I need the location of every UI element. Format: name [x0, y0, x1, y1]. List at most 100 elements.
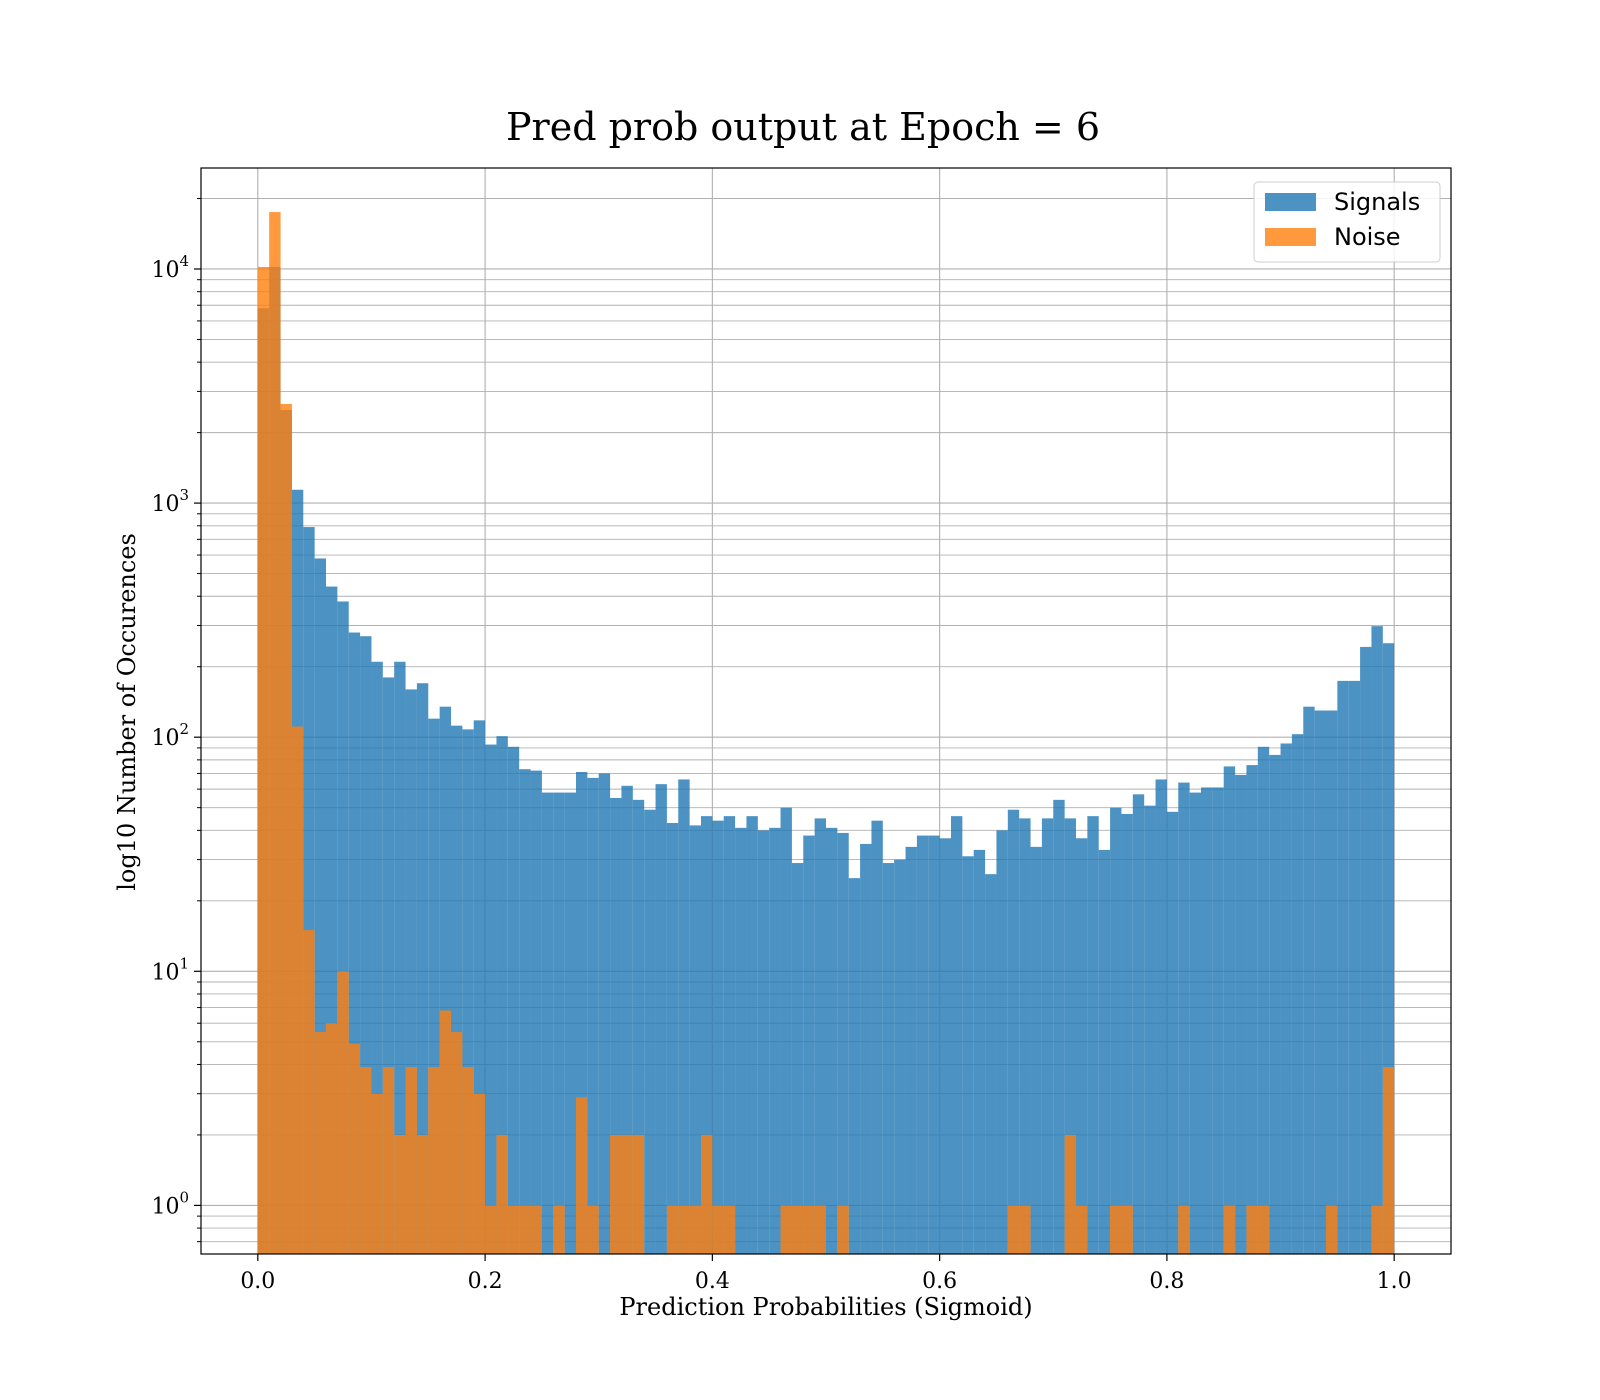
- histogram-bar-signals: [1144, 805, 1156, 1254]
- histogram-bar-signals: [507, 746, 520, 1254]
- histogram-bar-signals: [394, 661, 406, 1254]
- histogram-bar-noise: [610, 1134, 622, 1254]
- histogram-bar-noise: [519, 1205, 531, 1254]
- histogram-bar-noise: [1246, 1205, 1258, 1254]
- histogram-bar-signals: [951, 816, 963, 1254]
- histogram-bar-signals: [462, 729, 474, 1254]
- histogram-bar-signals: [916, 835, 929, 1254]
- histogram-bar-noise: [462, 1067, 474, 1254]
- histogram-bar-noise: [394, 1134, 406, 1254]
- histogram-bar-noise: [1178, 1205, 1190, 1254]
- histogram-bar-signals: [371, 661, 383, 1254]
- histogram-bar-noise: [439, 1010, 451, 1254]
- histogram-bar-signals: [769, 827, 781, 1254]
- histogram-bar-signals: [1280, 743, 1292, 1254]
- histogram-bar-signals: [428, 718, 440, 1254]
- histogram-bar-noise: [1064, 1134, 1076, 1254]
- histogram-bar-noise: [1382, 1067, 1395, 1254]
- y-axis-ticks: 100 101 102 103 104: [151, 198, 201, 1243]
- histogram-bar-signals: [1348, 680, 1361, 1254]
- legend-swatch-noise: [1265, 228, 1316, 246]
- histogram-bar-signals: [712, 820, 724, 1254]
- histogram-bar-signals: [1110, 807, 1122, 1254]
- histogram-bar-signals: [496, 736, 508, 1254]
- histogram-bar-noise: [382, 1067, 395, 1254]
- histogram-bar-signals: [451, 725, 463, 1254]
- histogram-bar-signals: [598, 773, 611, 1254]
- histogram-bar-noise: [416, 1134, 429, 1254]
- histogram-bar-signals: [621, 785, 633, 1254]
- histogram-bar-noise: [428, 1067, 440, 1254]
- histogram-bar-noise: [314, 1032, 326, 1254]
- histogram-bar-signals: [1132, 794, 1145, 1254]
- histogram-bar-signals: [1246, 765, 1258, 1254]
- x-tick-label: 0.2: [468, 1269, 503, 1294]
- y-axis-label: log10 Number of Occurences: [113, 533, 141, 891]
- histogram-bar-signals: [848, 878, 861, 1254]
- histogram-bar-signals: [519, 769, 531, 1254]
- histogram-bar-signals: [564, 792, 576, 1254]
- histogram-bar-noise: [485, 1205, 497, 1254]
- histogram-bar-signals: [439, 706, 451, 1254]
- histogram-bar-signals: [530, 770, 542, 1254]
- histogram-bar-signals: [1201, 787, 1213, 1254]
- histogram-bar-signals: [576, 772, 588, 1254]
- histogram-bar-signals: [735, 827, 747, 1254]
- histogram-bar-signals: [1053, 799, 1065, 1254]
- histogram-bar-signals: [1155, 779, 1167, 1254]
- histogram-bar-signals: [871, 820, 883, 1254]
- histogram-bar-noise: [473, 1093, 486, 1254]
- y-tick-label: 103: [151, 486, 189, 517]
- histogram-bar-signals: [632, 799, 645, 1254]
- histogram-bar-signals: [587, 777, 599, 1254]
- histogram-bar-signals: [1030, 846, 1042, 1254]
- histogram-bar-noise: [348, 1043, 361, 1254]
- x-axis-ticks: 0.0 0.2 0.4 0.6 0.8 1.0: [240, 1254, 1412, 1294]
- histogram-bar-noise: [507, 1205, 520, 1254]
- x-tick-label: 0.0: [240, 1269, 275, 1294]
- histogram-bar-signals: [1326, 710, 1338, 1254]
- y-tick-label: 100: [151, 1188, 189, 1219]
- legend-label-noise: Noise: [1334, 223, 1401, 251]
- histogram-bar-signals: [473, 720, 486, 1254]
- histogram-bar-noise: [451, 1032, 463, 1254]
- histogram-bar-noise: [1121, 1205, 1133, 1254]
- histogram-bar-signals: [689, 825, 701, 1254]
- histogram-bar-noise: [337, 971, 349, 1254]
- histogram-bar-noise: [712, 1205, 724, 1254]
- histogram-bar-signals: [973, 849, 986, 1254]
- histogram-bar-signals: [701, 816, 713, 1254]
- x-tick-label: 0.4: [695, 1269, 730, 1294]
- histogram-bar-noise: [1110, 1205, 1122, 1254]
- plot-frame: [200, 167, 1452, 1255]
- histogram-bar-signals: [1076, 838, 1088, 1254]
- histogram-bar-noise: [678, 1205, 690, 1254]
- histogram-bar-signals: [1269, 754, 1281, 1254]
- histogram-bar-signals: [303, 527, 315, 1254]
- histogram-bar-noise: [791, 1205, 804, 1254]
- histogram-bar-signals: [894, 859, 906, 1254]
- histogram-bar-noise: [1257, 1205, 1270, 1254]
- x-tick-label: 1.0: [1377, 1269, 1412, 1294]
- histogram-bar-signals: [1382, 643, 1395, 1254]
- histogram-bar-noise: [587, 1205, 599, 1254]
- histogram-bar-signals: [780, 807, 792, 1254]
- histogram-bar-signals: [1291, 734, 1304, 1254]
- histogram-bar-signals: [814, 818, 826, 1254]
- histogram-bar-signals: [826, 827, 838, 1254]
- histogram-bar-signals: [485, 744, 497, 1254]
- x-axis-label: Prediction Probabilities (Sigmoid): [619, 1293, 1032, 1321]
- histogram-bar-signals: [1166, 811, 1179, 1254]
- histogram-bar-signals: [1007, 809, 1020, 1254]
- histogram-bar-signals: [655, 784, 667, 1254]
- histogram-bar-signals: [405, 689, 417, 1254]
- histogram-bar-signals: [1223, 766, 1236, 1254]
- histogram-bar-signals: [382, 677, 395, 1254]
- chart-title: Pred prob output at Epoch = 6: [506, 105, 1100, 149]
- histogram-bar-signals: [348, 632, 361, 1254]
- histogram-bar-signals: [1178, 782, 1190, 1254]
- histogram-bar-signals: [337, 601, 349, 1254]
- histogram-bar-signals: [666, 822, 679, 1254]
- histogram-bar-signals: [1314, 710, 1326, 1254]
